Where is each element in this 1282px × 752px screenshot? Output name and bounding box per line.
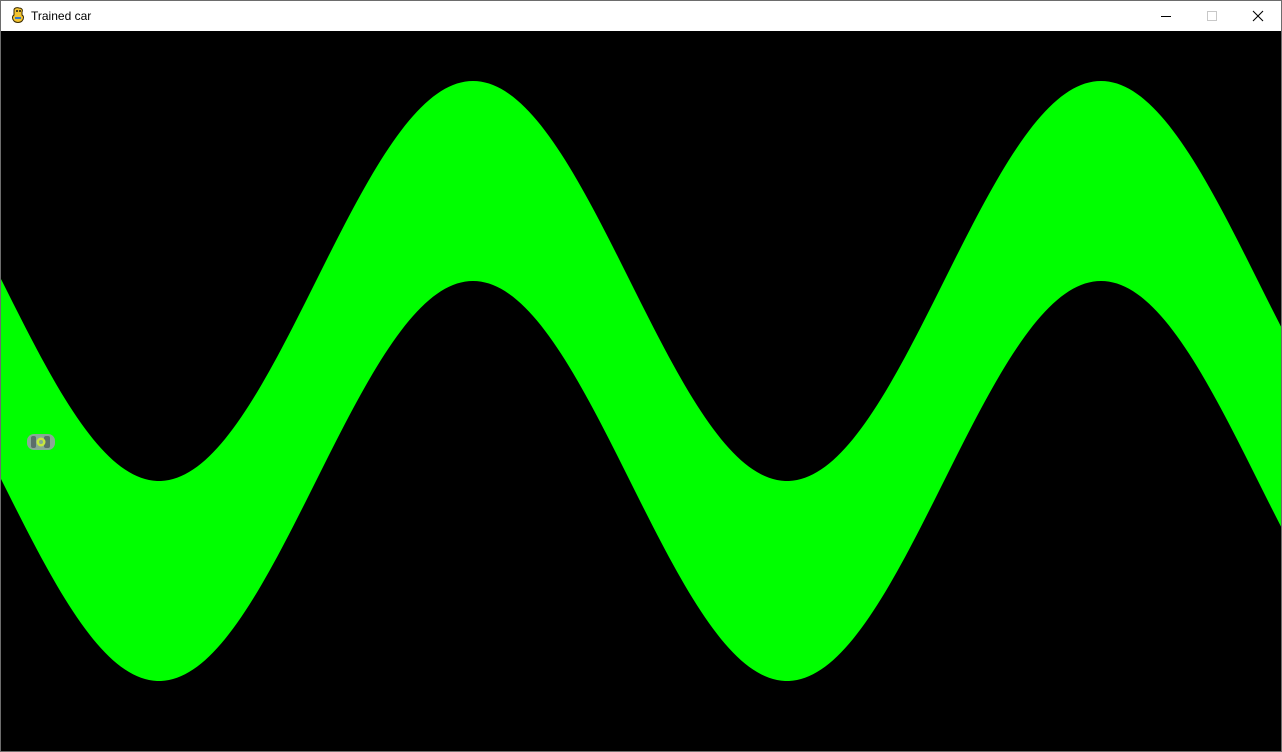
game-scene: [1, 31, 1281, 751]
window-title: Trained car: [31, 9, 92, 23]
game-canvas[interactable]: [1, 31, 1281, 751]
car-window-front: [44, 436, 50, 448]
minimize-button[interactable]: [1143, 1, 1189, 31]
car-icon: [27, 434, 55, 450]
maximize-button[interactable]: [1189, 1, 1235, 31]
close-button[interactable]: [1235, 1, 1281, 31]
title-bar[interactable]: Trained car: [1, 1, 1281, 31]
sine-track: [1, 81, 1281, 681]
maximize-icon: [1207, 11, 1217, 21]
car-roof-dot: [39, 440, 43, 444]
close-icon: [1252, 10, 1264, 22]
pygame-snake-icon: [12, 7, 24, 23]
minimize-icon: [1161, 16, 1171, 17]
car-window-rear: [31, 436, 36, 448]
